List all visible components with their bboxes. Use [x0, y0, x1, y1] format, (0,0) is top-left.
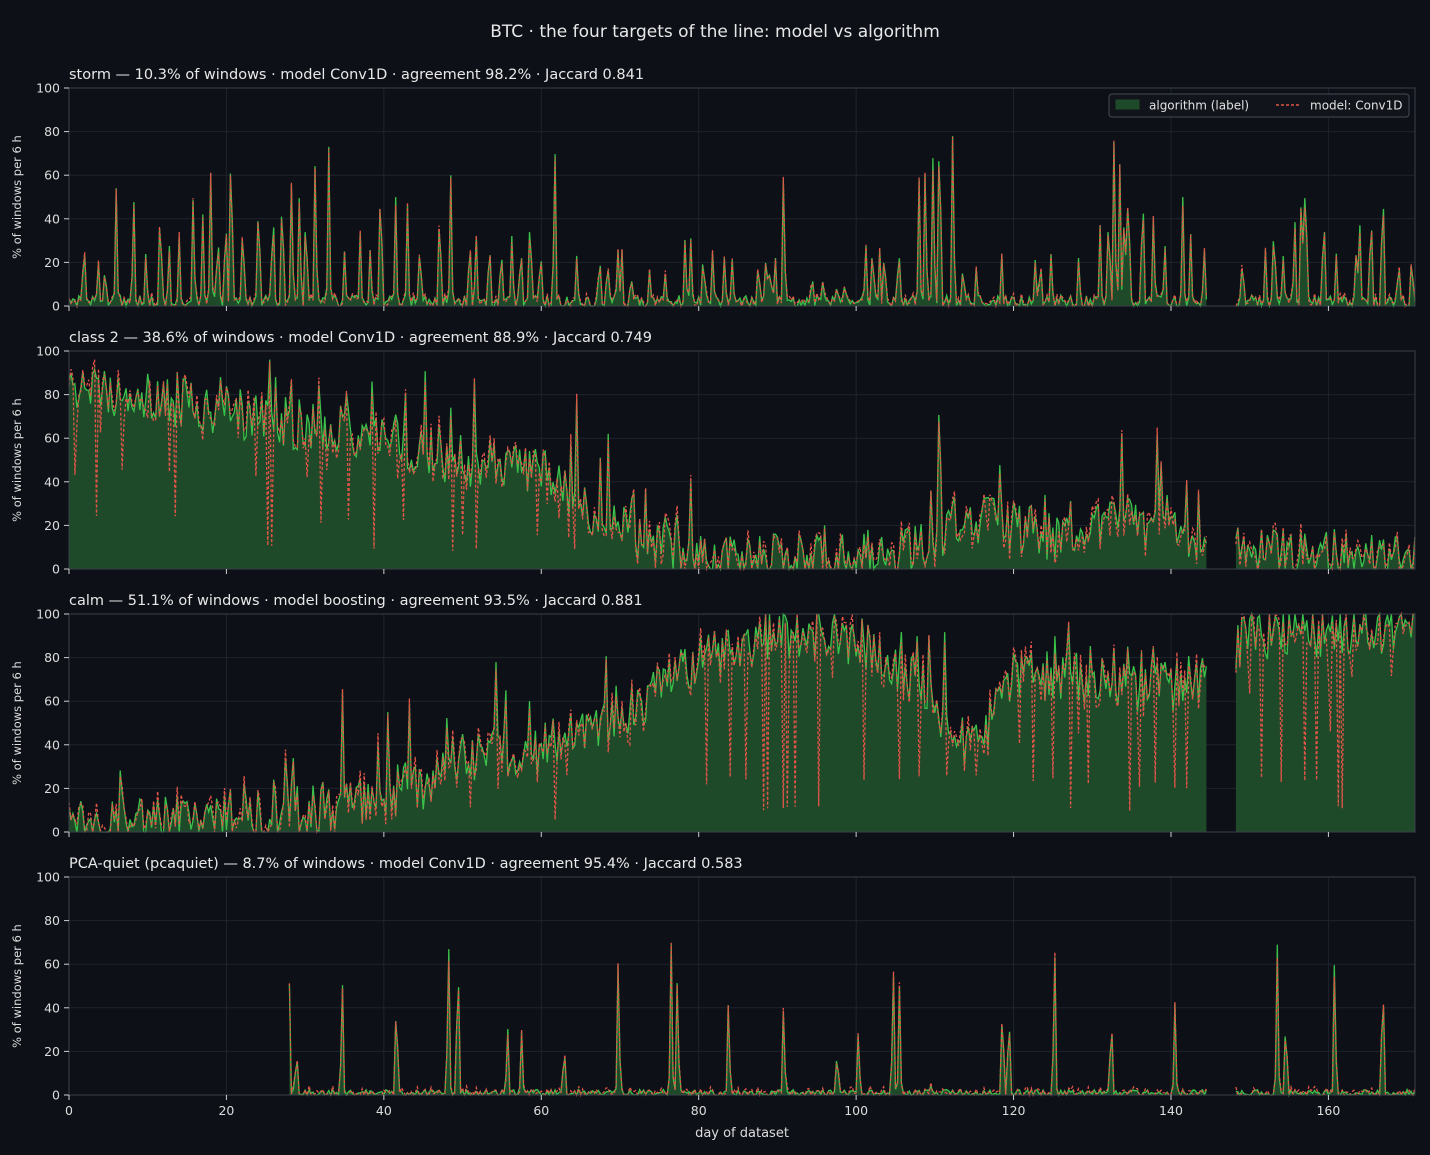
legend: algorithm (label) model: Conv1D: [1108, 93, 1410, 118]
x-tick-label: 120: [1002, 1103, 1026, 1118]
y-tick-label: 40: [44, 1000, 60, 1015]
y-tick-label: 100: [36, 607, 60, 622]
algorithm-area: [69, 614, 1207, 832]
y-tick-label: 100: [36, 81, 60, 96]
y-tick-label: 60: [44, 168, 60, 183]
y-tick-label: 40: [44, 474, 60, 489]
y-axis-label: % of windows per 6 h: [10, 398, 24, 522]
x-tick-label: 80: [691, 1103, 707, 1118]
legend-box: [1108, 93, 1410, 118]
x-tick-label: 40: [376, 1103, 392, 1118]
model-line: [68, 613, 1207, 835]
y-tick-label: 80: [44, 913, 60, 928]
x-tick-label: 60: [533, 1103, 549, 1118]
model-line-series: [68, 359, 1416, 572]
y-tick-label: 40: [44, 211, 60, 226]
plot-frame: [68, 876, 1416, 1096]
algorithm-line: [288, 944, 1207, 1097]
x-tick-label: 140: [1159, 1103, 1183, 1118]
y-tick-label: 100: [36, 870, 60, 885]
legend-label-algorithm: algorithm (label): [1149, 99, 1249, 113]
chart-panels: 0 20 40 60 80 100 storm — 10.3% of windows · m…: [10, 67, 1416, 1141]
y-tick-label: 20: [44, 1044, 60, 1059]
algorithm-area-series: [69, 136, 1415, 306]
panel-1: 0 20 40 60 80 100 storm — 10.3% of windows · m…: [10, 67, 1416, 314]
algorithm-area: [289, 944, 1207, 1095]
model-line: [68, 359, 1208, 572]
y-tick-label: 80: [44, 124, 60, 139]
plot-frame: [68, 350, 1416, 570]
y-tick-label: 80: [44, 387, 60, 402]
panel-2: 0 20 40 60 80 100 class 2 — 38.6% of windows ·…: [10, 330, 1416, 577]
y-tick-label: 0: [52, 562, 60, 577]
y-tick-label: 60: [44, 431, 60, 446]
y-axis-label: % of windows per 6 h: [10, 924, 24, 1048]
y-axis-label: % of windows per 6 h: [10, 661, 24, 785]
x-tick-label: 20: [218, 1103, 234, 1118]
y-tick-label: 100: [36, 344, 60, 359]
x-tick-label: 100: [844, 1103, 868, 1118]
y-tick-label: 60: [44, 694, 60, 709]
panel-title: calm — 51.1% of windows · model boosting…: [69, 593, 643, 609]
plot-frame: [68, 613, 1416, 833]
legend-swatch-algorithm: [1115, 99, 1140, 110]
model-line: [1235, 207, 1416, 308]
algorithm-area: [69, 359, 1207, 569]
algorithm-area-series: [289, 944, 1415, 1095]
y-tick-label: 0: [52, 299, 60, 314]
algorithm-line: [68, 136, 1208, 309]
y-axis-label: % of windows per 6 h: [10, 135, 24, 259]
algorithm-line: [1235, 611, 1415, 670]
panel-title: storm — 10.3% of windows · model Conv1D …: [69, 67, 644, 83]
y-tick-label: 40: [44, 737, 60, 752]
x-axis-label: day of dataset: [695, 1126, 789, 1141]
legend-label-model: model: Conv1D: [1310, 99, 1403, 113]
y-tick-label: 20: [44, 255, 60, 270]
panel-3: 0 20 40 60 80 100 calm — 51.1% of windows · mo…: [10, 593, 1416, 840]
panel-4: 0 20 40 60 80 100 0 20 40 60 80 100 120 140 160 PCA-qui…: [10, 856, 1416, 1141]
model-line: [1235, 522, 1416, 572]
figure-title: BTC · the four targets of the line: mode…: [490, 22, 940, 42]
algorithm-line: [1235, 944, 1416, 1098]
y-tick-label: 0: [52, 825, 60, 840]
y-tick-label: 20: [44, 781, 60, 796]
y-tick-label: 80: [44, 650, 60, 665]
algorithm-area: [1235, 944, 1415, 1095]
model-line-series: [68, 136, 1416, 309]
panel-title: class 2 — 38.6% of windows · model Conv1…: [69, 330, 652, 346]
y-tick-label: 60: [44, 957, 60, 972]
algorithm-line-series: [68, 611, 1415, 833]
algorithm-line: [68, 612, 1208, 833]
x-tick-label: 160: [1316, 1103, 1340, 1118]
model-line-series: [68, 611, 1415, 835]
panel-title: PCA-quiet (pcaquiet) — 8.7% of windows ·…: [69, 856, 743, 872]
model-line: [68, 136, 1208, 309]
plot-frame: [68, 87, 1416, 307]
algorithm-area: [1235, 198, 1415, 306]
y-tick-label: 0: [52, 1088, 60, 1103]
y-tick-label: 20: [44, 518, 60, 533]
model-line: [288, 942, 1207, 1098]
x-tick-label: 0: [65, 1103, 73, 1118]
model-line: [1235, 957, 1416, 1097]
